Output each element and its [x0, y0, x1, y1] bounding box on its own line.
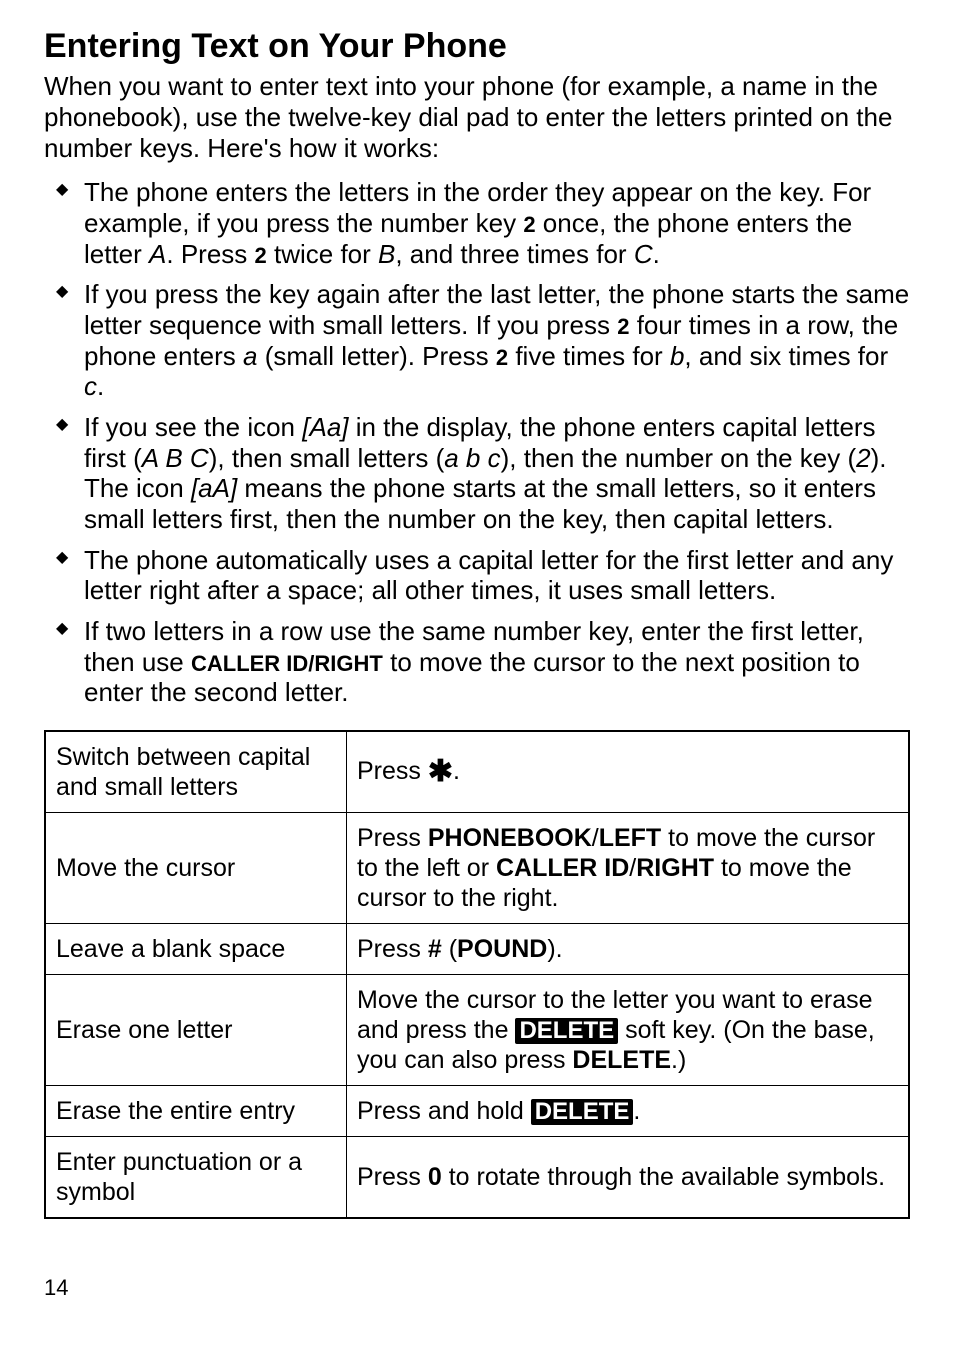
bullet-list: The phone enters the letters in the orde…: [44, 177, 910, 708]
bullet-text: ), then the number on the key (: [501, 443, 857, 473]
table-row: Erase one letter Move the cursor to the …: [45, 975, 909, 1086]
action-text: ).: [547, 935, 562, 963]
action-text: Press: [357, 935, 428, 963]
icon-Aa: [Aa]: [302, 412, 348, 442]
table-row: Enter punctuation or a symbol Press 0 to…: [45, 1137, 909, 1219]
key-right: RIGHT: [636, 854, 714, 882]
key-2: 2: [255, 243, 267, 268]
bullet-text: five times for: [508, 341, 670, 371]
action-text: .: [453, 757, 460, 785]
key-0: 0: [428, 1163, 442, 1191]
bullet-item: The phone enters the letters in the orde…: [44, 177, 910, 269]
action-text: Press: [357, 1163, 428, 1191]
delete-softkey-badge: DELETE: [531, 1099, 634, 1125]
sep: /: [592, 824, 599, 852]
key-left: LEFT: [599, 824, 662, 852]
letter-B: B: [378, 239, 395, 269]
key-2: 2: [496, 345, 508, 370]
letter-A: A: [149, 239, 166, 269]
bullet-text: twice for: [267, 239, 378, 269]
bullet-text: .: [653, 239, 660, 269]
action-text: (: [442, 935, 457, 963]
bullet-text: (small letter). Press: [257, 341, 495, 371]
key-2: 2: [617, 314, 629, 339]
bullet-text: The phone automatically uses a capital l…: [84, 545, 893, 606]
key-pound: POUND: [457, 935, 547, 963]
letters-ABC: A B C: [142, 443, 209, 473]
bullet-text: , and three times for: [395, 239, 633, 269]
bullet-text: . Press: [166, 239, 254, 269]
action-text: .: [633, 1097, 640, 1125]
table-row: Erase the entire entry Press and hold DE…: [45, 1086, 909, 1137]
key-caller-id-right: CALLER ID/RIGHT: [191, 651, 383, 676]
bullet-item: If two letters in a row use the same num…: [44, 616, 910, 708]
op-label: Switch between capital and small letters: [45, 731, 347, 813]
letter-c: c: [84, 371, 97, 401]
op-action: Press and hold DELETE.: [347, 1086, 910, 1137]
table-row: Move the cursor Press PHONEBOOK/LEFT to …: [45, 813, 909, 924]
op-action: Move the cursor to the letter you want t…: [347, 975, 910, 1086]
page-number: 14: [44, 1275, 910, 1301]
op-action: Press 0 to rotate through the available …: [347, 1137, 910, 1219]
letter-C: C: [634, 239, 653, 269]
bullet-text: , and six times for: [684, 341, 888, 371]
letter-a: a: [243, 341, 257, 371]
key-delete: DELETE: [572, 1046, 671, 1074]
icon-aA: [aA]: [191, 473, 237, 503]
bullet-item: The phone automatically uses a capital l…: [44, 545, 910, 606]
bullet-item: If you press the key again after the las…: [44, 279, 910, 402]
op-label: Leave a blank space: [45, 924, 347, 975]
operations-table: Switch between capital and small letters…: [44, 730, 910, 1219]
page: Entering Text on Your Phone When you wan…: [0, 0, 954, 1321]
star-icon: ✱: [428, 755, 453, 788]
letter-b: b: [670, 341, 684, 371]
op-label: Erase one letter: [45, 975, 347, 1086]
bullet-item: If you see the icon [Aa] in the display,…: [44, 412, 910, 535]
action-text: Press and hold: [357, 1097, 531, 1125]
action-text: Press: [357, 757, 428, 785]
op-label: Enter punctuation or a symbol: [45, 1137, 347, 1219]
key-caller-id: CALLER ID: [496, 854, 629, 882]
action-text: Press: [357, 824, 428, 852]
bullet-text: If you see the icon: [84, 412, 302, 442]
action-text: .): [671, 1046, 686, 1074]
op-action: Press PHONEBOOK/LEFT to move the cursor …: [347, 813, 910, 924]
bullet-text: ), then small letters (: [209, 443, 445, 473]
page-title: Entering Text on Your Phone: [44, 28, 910, 65]
op-label: Erase the entire entry: [45, 1086, 347, 1137]
key-2: 2: [523, 212, 535, 237]
op-action: Press # (POUND).: [347, 924, 910, 975]
key-hash: #: [428, 935, 442, 963]
table-row: Switch between capital and small letters…: [45, 731, 909, 813]
op-action: Press ✱.: [347, 731, 910, 813]
table-row: Leave a blank space Press # (POUND).: [45, 924, 909, 975]
key-phonebook: PHONEBOOK: [428, 824, 592, 852]
letters-abc: a b c: [444, 443, 500, 473]
intro-paragraph: When you want to enter text into your ph…: [44, 71, 910, 163]
bullet-text: .: [97, 371, 104, 401]
digit-2: 2: [856, 443, 870, 473]
op-label: Move the cursor: [45, 813, 347, 924]
action-text: to rotate through the available symbols.: [442, 1163, 885, 1191]
delete-softkey-badge: DELETE: [515, 1018, 618, 1044]
